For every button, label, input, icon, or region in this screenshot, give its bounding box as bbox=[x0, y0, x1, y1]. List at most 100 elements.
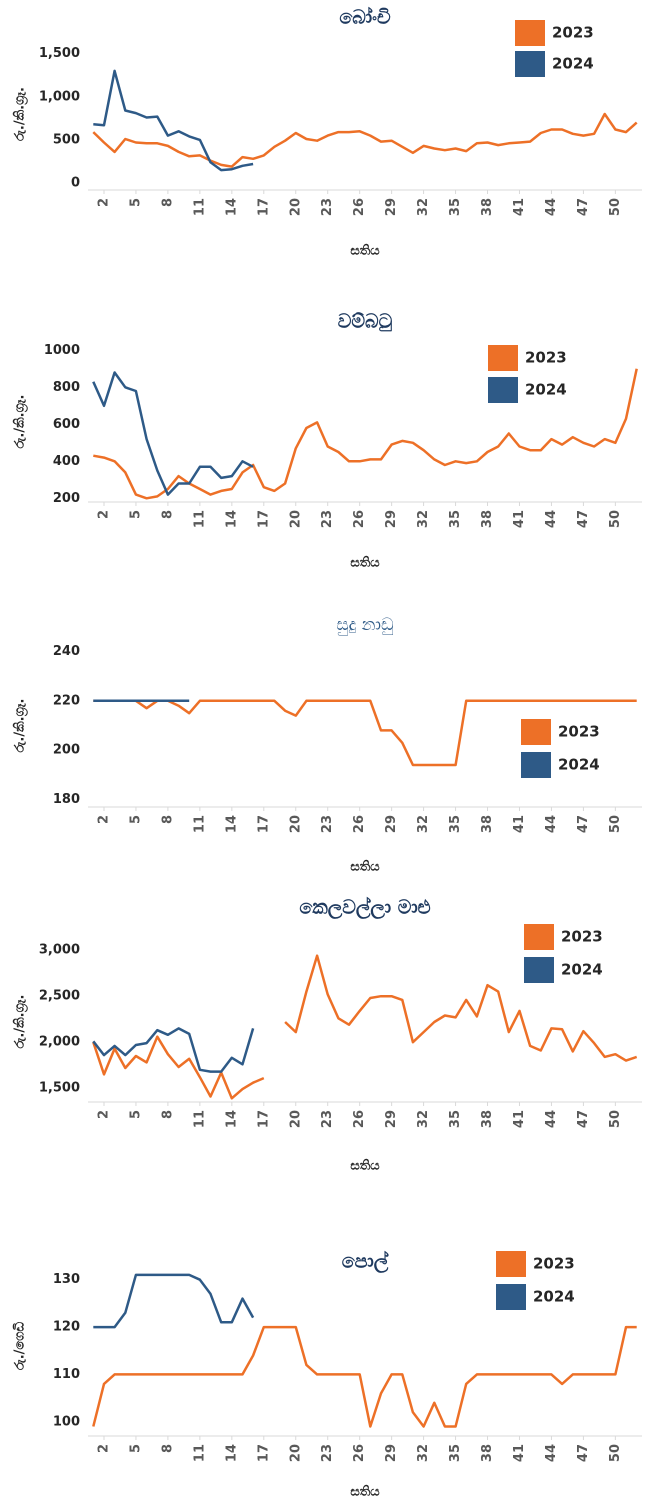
x-tick-label: 26 bbox=[352, 815, 367, 833]
y-tick-label: 240 bbox=[53, 644, 80, 659]
y-tick-label: 500 bbox=[53, 132, 80, 147]
x-tick-label: 5 bbox=[128, 198, 143, 207]
x-tick-label: 2 bbox=[96, 815, 111, 824]
y-tick-label: 800 bbox=[53, 380, 80, 395]
series-line bbox=[93, 699, 637, 767]
x-tick-label: 17 bbox=[256, 1444, 271, 1462]
y-tick-label: 200 bbox=[53, 491, 80, 506]
x-tick-label: 14 bbox=[224, 510, 239, 528]
x-tick-label: 5 bbox=[128, 815, 143, 824]
x-tick-label: 38 bbox=[480, 510, 495, 528]
x-tick-label: 2 bbox=[96, 1444, 111, 1453]
x-tick-label: 32 bbox=[416, 510, 431, 528]
x-tick-label: 5 bbox=[128, 1110, 143, 1119]
series-line bbox=[93, 1273, 255, 1329]
y-axis-label: රු./ගෙඩි bbox=[12, 1321, 28, 1370]
legend-label: 2024 bbox=[552, 55, 594, 73]
x-tick-label: 29 bbox=[384, 510, 399, 528]
legend-label: 2023 bbox=[525, 349, 567, 367]
y-tick-label: 600 bbox=[53, 417, 80, 432]
x-axis-label: සතිය bbox=[350, 859, 380, 875]
x-tick-label: 29 bbox=[384, 198, 399, 216]
x-tick-label: 11 bbox=[192, 198, 207, 216]
chart-title: බෝංචි bbox=[339, 7, 391, 29]
x-tick-label: 17 bbox=[256, 198, 271, 216]
x-tick-label: 5 bbox=[128, 1444, 143, 1453]
legend-swatch bbox=[524, 957, 554, 983]
x-tick-label: 8 bbox=[160, 815, 175, 824]
x-tick-label: 41 bbox=[512, 1444, 527, 1462]
legend-swatch bbox=[521, 719, 551, 745]
x-tick-label: 50 bbox=[608, 1110, 623, 1128]
legend-label: 2024 bbox=[561, 961, 603, 979]
y-tick-label: 220 bbox=[53, 693, 80, 708]
y-tick-label: 200 bbox=[53, 743, 80, 758]
y-tick-label: 0 bbox=[71, 176, 80, 191]
x-tick-label: 26 bbox=[352, 1444, 367, 1462]
x-tick-label: 14 bbox=[224, 1444, 239, 1462]
x-tick-label: 23 bbox=[320, 1110, 335, 1128]
x-tick-label: 14 bbox=[224, 198, 239, 216]
x-tick-label: 20 bbox=[288, 510, 303, 528]
x-tick-label: 38 bbox=[480, 198, 495, 216]
x-tick-label: 41 bbox=[512, 198, 527, 216]
x-tick-label: 32 bbox=[416, 1444, 431, 1462]
y-tick-label: 110 bbox=[53, 1367, 80, 1382]
x-tick-label: 23 bbox=[320, 1444, 335, 1462]
y-tick-label: 1000 bbox=[44, 343, 80, 358]
x-tick-label: 35 bbox=[448, 815, 463, 833]
x-tick-label: 35 bbox=[448, 510, 463, 528]
x-tick-label: 35 bbox=[448, 198, 463, 216]
x-tick-label: 47 bbox=[576, 1444, 591, 1462]
series-line bbox=[92, 954, 638, 1100]
y-tick-label: 1,000 bbox=[39, 89, 80, 104]
x-tick-label: 8 bbox=[160, 510, 175, 519]
x-tick-label: 47 bbox=[576, 815, 591, 833]
chart: කෙලවල්ලා මාළු 1,500 2,000 2,500 3,000 2 5 8 11 14… bbox=[12, 896, 642, 1174]
x-tick-label: 8 bbox=[160, 1444, 175, 1453]
x-tick-label: 35 bbox=[448, 1444, 463, 1462]
x-tick-label: 5 bbox=[128, 510, 143, 519]
y-axis-label: රු./කි.ග්‍රෑ. bbox=[12, 87, 28, 141]
series-line bbox=[92, 1325, 637, 1428]
x-tick-label: 41 bbox=[512, 510, 527, 528]
x-tick-label: 14 bbox=[224, 815, 239, 833]
x-tick-label: 2 bbox=[96, 510, 111, 519]
x-tick-label: 11 bbox=[192, 815, 207, 833]
legend-label: 2023 bbox=[552, 24, 594, 42]
x-tick-label: 50 bbox=[608, 1444, 623, 1462]
x-tick-label: 44 bbox=[544, 198, 559, 216]
x-tick-label: 32 bbox=[416, 198, 431, 216]
x-axis-label: සතිය bbox=[350, 1158, 380, 1174]
x-tick-label: 29 bbox=[384, 1110, 399, 1128]
x-tick-label: 20 bbox=[288, 1110, 303, 1128]
y-tick-label: 130 bbox=[53, 1272, 80, 1287]
x-tick-label: 17 bbox=[256, 1110, 271, 1128]
x-tick-label: 50 bbox=[608, 815, 623, 833]
chart-title: පොල් bbox=[342, 1250, 390, 1273]
x-tick-label: 44 bbox=[544, 1444, 559, 1462]
y-axis-label: රු./කි.ග්‍රෑ. bbox=[12, 395, 28, 449]
legend-swatch bbox=[515, 20, 545, 46]
x-tick-label: 41 bbox=[512, 815, 527, 833]
x-tick-label: 47 bbox=[576, 198, 591, 216]
legend-label: 2023 bbox=[561, 928, 603, 946]
legend-label: 2024 bbox=[558, 756, 600, 774]
y-tick-label: 2,000 bbox=[39, 1035, 80, 1050]
x-tick-label: 44 bbox=[544, 815, 559, 833]
chart-title: සුදු නාඩු bbox=[336, 615, 393, 635]
x-tick-label: 11 bbox=[192, 510, 207, 528]
x-tick-label: 2 bbox=[96, 1110, 111, 1119]
x-tick-label: 17 bbox=[256, 815, 271, 833]
x-tick-label: 29 bbox=[384, 1444, 399, 1462]
x-tick-label: 8 bbox=[160, 1110, 175, 1119]
x-tick-label: 20 bbox=[288, 1444, 303, 1462]
y-tick-label: 400 bbox=[53, 454, 80, 469]
chart-title: වම්බටු bbox=[338, 311, 393, 333]
x-tick-label: 29 bbox=[384, 815, 399, 833]
